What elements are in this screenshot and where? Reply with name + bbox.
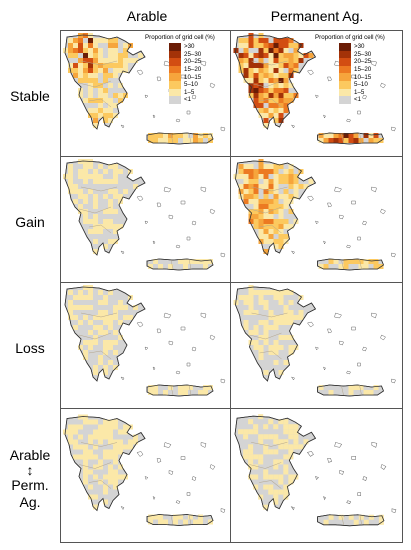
grid-cells [68,285,213,395]
row-label-loss: Loss [15,340,45,356]
legend-item: >30 [145,43,215,51]
legend-item: 1–5 [315,88,385,97]
grid-cells [238,414,384,525]
legend-title: Proportion of grid cell (%) [145,34,215,41]
legend-swatch [339,65,351,74]
legend-stable-arable: Proportion of grid cell (%) >30 25–30 20–2… [145,34,215,104]
legend-label: >30 [354,43,365,51]
legend-label: >30 [184,43,195,51]
legend-item: <1 [315,96,385,104]
legend-item: 5–10 [315,80,385,89]
column-header-permanent-ag: Permanent Ag. [270,8,364,24]
grid-cells [233,285,379,395]
legend-swatch [339,80,351,89]
map-stable-arable: Proportion of grid cell (%) >30 25–30 20–2… [60,30,232,158]
legend-swatch [169,43,181,51]
grid-cells [63,159,213,269]
legend-swatch [339,96,351,104]
legend-item: 25–30 [315,50,385,59]
legend-label: 10–15 [354,73,372,81]
legend-item: 15–20 [315,65,385,74]
legend-item: 15–20 [145,65,215,74]
region-borders [64,286,226,397]
map-gain-permanent [230,156,403,284]
region-borders [235,286,396,397]
map-loss-permanent [230,282,403,410]
grid-cells [233,159,384,269]
row-label-conversion-perm: Perm. [11,477,49,493]
legend-item: 10–15 [145,73,215,81]
row-label-conversion-arable: Arable [9,447,51,463]
map-gain-arable [60,156,232,284]
row-label-conversion-ag: Ag. [19,494,41,510]
legend-item: >30 [315,43,385,51]
map-conversion-arable [60,408,232,543]
legend-label: 25–30 [184,50,202,58]
legend-label: 10–15 [184,73,202,81]
legend-item: 10–15 [315,73,385,81]
region-borders [235,160,396,271]
legend-label: 1–5 [354,88,365,96]
map-conversion-permanent [230,408,403,543]
legend-stable-permanent: Proportion of grid cell (%) >30 25–30 20–2… [315,34,385,104]
legend-swatch [339,50,351,59]
legend-swatch [169,58,181,66]
legend-label: 15–20 [184,66,202,74]
legend-swatch [169,80,181,89]
row-label-conversion: Arable ↕ Perm. Ag. [0,447,60,511]
legend-label: 20–25 [184,58,202,66]
legend-swatch [339,58,351,66]
map-stable-permanent: Proportion of grid cell (%) >30 25–30 20–2… [230,30,403,158]
grid-cells [63,414,213,525]
legend-swatch [169,50,181,59]
legend-swatch [339,43,351,51]
legend-label: 5–10 [184,81,198,89]
legend-label: 5–10 [354,81,368,89]
legend-label: 15–20 [354,66,372,74]
legend-label: 1–5 [184,88,195,96]
region-borders [64,34,226,145]
legend-item: 20–25 [315,58,385,66]
legend-item: 20–25 [145,58,215,66]
map-loss-arable [60,282,232,410]
legend-swatch [169,88,181,97]
legend-item: 1–5 [145,88,215,97]
legend-swatch [339,88,351,97]
row-label-gain: Gain [15,214,45,230]
region-borders [234,415,397,527]
row-label-stable: Stable [10,88,50,104]
region-borders [64,416,226,526]
legend-label: <1 [184,96,192,104]
legend-title: Proportion of grid cell (%) [315,34,385,41]
legend-label: <1 [354,96,362,104]
legend-label: 20–25 [354,58,372,66]
region-borders [64,160,226,271]
legend-item: 25–30 [145,50,215,59]
legend-item: <1 [145,96,215,104]
legend-label: 25–30 [354,50,372,58]
legend-item: 5–10 [145,80,215,89]
legend-swatch [169,73,181,81]
legend-swatch [169,96,181,104]
bidirectional-arrow-icon: ↕ [26,462,34,478]
legend-swatch [169,65,181,74]
legend-swatch [339,73,351,81]
column-header-arable: Arable [126,8,168,24]
